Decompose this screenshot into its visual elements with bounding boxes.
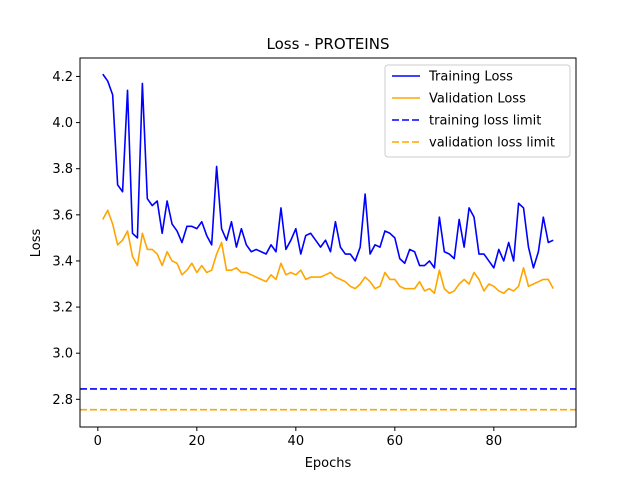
y-tick-label: 4.2 (52, 70, 73, 85)
series-line-0 (102, 73, 554, 269)
axes: 0 20 40 60 80 2.8 3.0 3.2 3.4 3.6 3.8 4.0 4.2 (52, 57, 577, 449)
x-tick-label: 40 (288, 434, 305, 449)
y-tick-label: 3.0 (52, 347, 73, 362)
y-tick-label: 3.4 (52, 254, 73, 269)
legend-label: Training Loss (428, 70, 513, 85)
axes-frame (79, 57, 577, 428)
legend-label: validation loss limit (429, 136, 555, 151)
y-tick-label: 3.2 (52, 301, 73, 316)
y-tick-label: 4.0 (52, 116, 73, 131)
legend: Training Loss Validation Loss training los… (384, 64, 571, 158)
x-tick-label: 80 (486, 434, 503, 449)
legend-box (384, 64, 571, 158)
x-axis-title: Epochs (305, 456, 352, 471)
chart-title: Loss - PROTEINS (267, 35, 390, 53)
y-axis-title: Loss (29, 229, 44, 258)
y-tick-label: 2.8 (52, 393, 73, 408)
x-tick-label: 60 (387, 434, 404, 449)
y-tick-label: 3.6 (52, 208, 73, 223)
legend-label: Validation Loss (429, 92, 526, 107)
y-tick-label: 3.8 (52, 162, 73, 177)
x-tick-label: 20 (189, 434, 206, 449)
plot-area (80, 73, 576, 411)
legend-label: training loss limit (429, 114, 541, 129)
x-tick-label: 0 (94, 434, 102, 449)
series-line-1 (102, 209, 554, 295)
